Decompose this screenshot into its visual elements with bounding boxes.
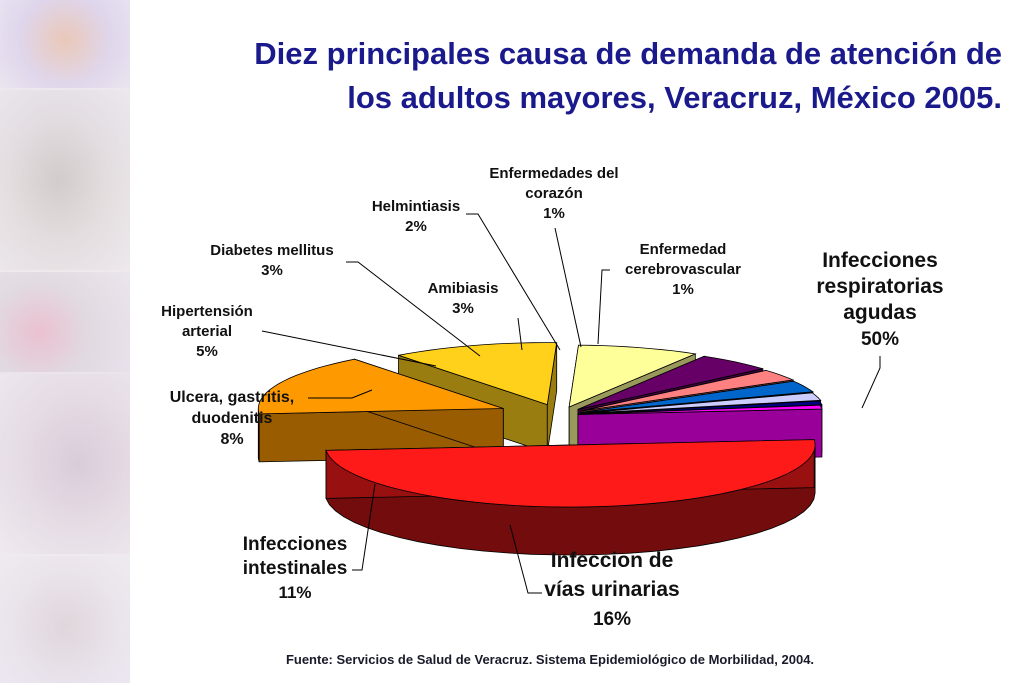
slice-4-top — [568, 344, 697, 408]
slice-label-line: Helmintiasis — [372, 198, 460, 215]
slice-label-6: Diabetes mellitus 3% — [210, 242, 333, 279]
slice-label-line: Ulcera, gastritis, — [170, 389, 295, 406]
slice-8-top — [581, 392, 822, 414]
slice-label-3: Infecciones intestinales 11% — [243, 534, 348, 602]
slice-label-line: respiratorias — [816, 275, 943, 298]
slice-1-top — [325, 439, 816, 508]
slice-percent-3: 11% — [278, 583, 311, 602]
garden-photo — [0, 272, 130, 372]
leader-line-7 — [517, 317, 523, 351]
slice-label-line: corazón — [525, 185, 583, 202]
elderly-couple-photo — [0, 374, 130, 554]
decorative-photo-strip — [0, 0, 130, 683]
slice-percent-7: 3% — [452, 300, 474, 317]
slice-label-line: Infecciones — [243, 534, 348, 555]
slice-5-top — [577, 355, 764, 410]
slice-label-1: Infecciones respiratorias agudas 50% — [816, 249, 943, 350]
slice-9-top — [579, 400, 823, 415]
slice-percent-5: 5% — [196, 343, 218, 360]
slide-title: Diez principales causa de demanda de ate… — [140, 32, 1002, 120]
slice-6-top — [581, 369, 795, 412]
leader-line-2 — [509, 524, 542, 594]
slice-label-line: Infeccion de — [551, 549, 674, 572]
title-line-1: Diez principales causa de demanda de ate… — [254, 36, 1002, 71]
slice-label-line: Amibiasis — [428, 280, 499, 297]
elderly-face-photo — [0, 90, 130, 270]
slice-label-line: arterial — [182, 323, 232, 340]
slice-label-line: Hipertensión — [161, 303, 253, 320]
slice-label-9: Enfermedades del corazón 1% — [489, 165, 618, 222]
slice-3-top — [398, 342, 558, 406]
slice-2-top — [257, 358, 504, 415]
hands-photo — [0, 0, 130, 88]
slice-percent-1: 50% — [861, 329, 899, 350]
slice-10-top — [577, 404, 823, 415]
leader-line-6 — [346, 261, 481, 357]
slice-label-line: Enfermedad — [640, 241, 727, 258]
leader-line-3 — [352, 483, 376, 571]
slice-percent-4: 8% — [220, 431, 243, 448]
slice-label-line: duodenitis — [192, 410, 273, 427]
slice-percent-6: 3% — [261, 262, 283, 279]
slice-label-line: Infecciones — [822, 249, 938, 272]
leader-line-10 — [597, 269, 610, 345]
slice-label-8: Helmintiasis 2% — [372, 198, 460, 235]
leader-line-1 — [861, 356, 881, 409]
source-note: Fuente: Servicios de Salud de Veracruz. … — [285, 652, 815, 667]
leader-line-8 — [466, 213, 561, 351]
slice-label-7: Amibiasis 3% — [428, 280, 499, 317]
slice-label-5: Hipertensión arterial 5% — [161, 303, 253, 360]
slice-label-line: cerebrovascular — [625, 261, 741, 278]
slice-label-line: vías urinarias — [544, 578, 679, 601]
hand-photo — [0, 556, 130, 683]
label-leader-lines — [261, 213, 881, 594]
slice-percent-10: 1% — [672, 281, 694, 298]
slice-label-line: agudas — [843, 301, 917, 324]
pie-slice-tops — [257, 342, 823, 508]
leader-line-9 — [554, 227, 582, 348]
slice-labels: Infecciones respiratorias agudas 50%Infecci… — [161, 165, 943, 630]
slice-label-4: Ulcera, gastritis, duodenitis 8% — [170, 389, 295, 448]
slice-label-line: intestinales — [243, 558, 348, 579]
leader-line-5 — [261, 330, 437, 367]
slice-7-top — [581, 380, 815, 413]
title-line-2: los adultos mayores, Veracruz, México 20… — [347, 80, 1002, 115]
slice-percent-9: 1% — [543, 205, 565, 222]
slice-label-line: Diabetes mellitus — [210, 242, 333, 259]
slice-label-10: Enfermedad cerebrovascular 1% — [625, 241, 741, 298]
leader-line-4 — [308, 389, 373, 399]
slice-percent-2: 16% — [593, 609, 631, 630]
slice-label-2: Infeccion de vías urinarias 16% — [544, 549, 679, 630]
slice-percent-8: 2% — [405, 218, 427, 235]
slice-label-line: Enfermedades del — [489, 165, 618, 182]
